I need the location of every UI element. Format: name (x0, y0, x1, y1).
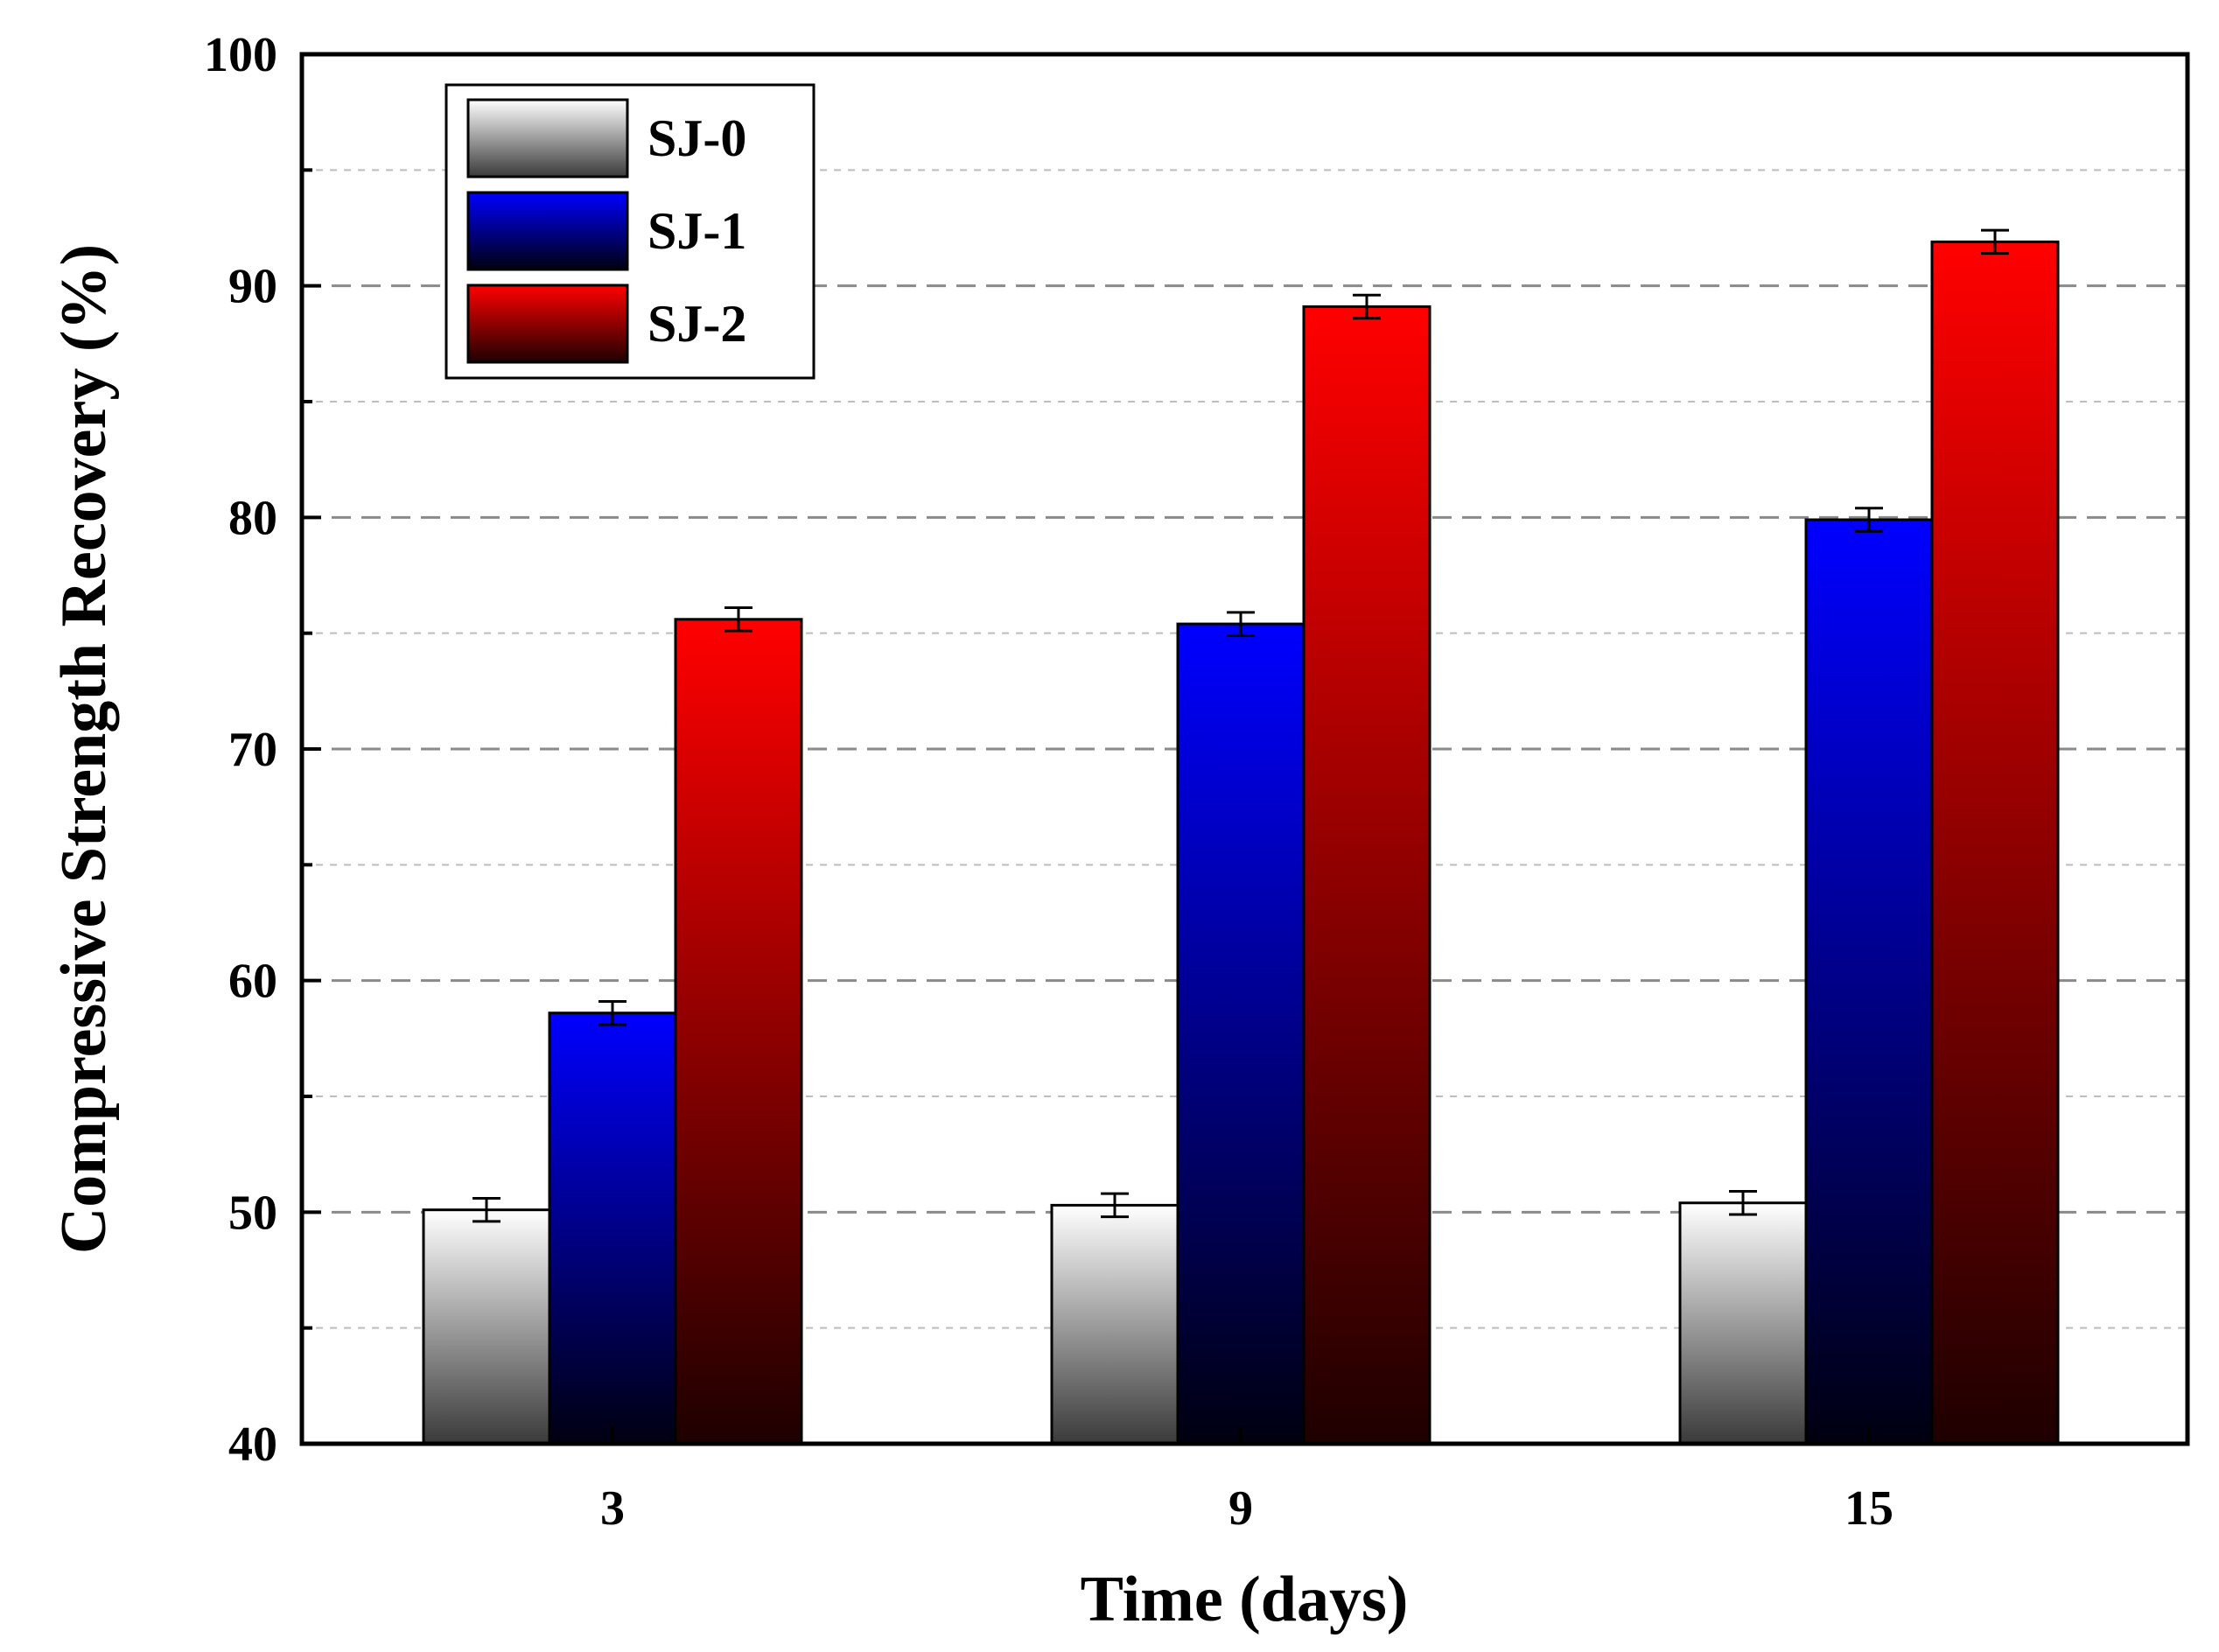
error-bar (1227, 611, 1255, 637)
y-tick-label: 80 (228, 491, 277, 545)
legend: SJ-0 SJ-1 SJ-2 (444, 83, 816, 380)
axes-ticks: 40 50 60 70 80 90 100 3 9 15 (204, 28, 1894, 1536)
bar-sj-0-3 (422, 1208, 551, 1446)
error-bar (724, 606, 752, 633)
bar-sj-2-9 (1302, 304, 1432, 1446)
bar-sj-2-3 (674, 618, 803, 1446)
legend-label: SJ-0 (648, 109, 746, 167)
y-tick-label: 70 (228, 723, 277, 777)
bar-sj-1-15 (1804, 518, 1934, 1446)
x-tick-label: 15 (1844, 1481, 1894, 1536)
bars (422, 240, 2060, 1446)
x-axis-title: Time (days) (1081, 1564, 1409, 1635)
y-tick-label: 100 (204, 28, 277, 82)
error-bar (1101, 1192, 1129, 1219)
y-tick-label: 40 (228, 1418, 277, 1472)
legend-label: SJ-1 (648, 202, 746, 260)
x-tick-label: 3 (600, 1481, 625, 1536)
legend-swatch-sj-1 (466, 191, 629, 271)
y-tick-label: 60 (228, 955, 277, 1009)
legend-swatch-sj-2 (466, 284, 629, 364)
error-bar (598, 999, 626, 1026)
bar-sj-0-9 (1050, 1203, 1180, 1446)
bar-sj-1-3 (548, 1012, 677, 1446)
legend-label: SJ-2 (648, 295, 746, 353)
legend-swatch-sj-0 (466, 98, 629, 178)
error-bars (472, 228, 2009, 1223)
y-tick-label: 90 (228, 260, 277, 314)
y-tick-label: 50 (228, 1186, 277, 1240)
error-bar (472, 1196, 500, 1223)
bar-sj-1-9 (1176, 622, 1306, 1446)
bar-sj-0-15 (1678, 1201, 1808, 1446)
error-bar (1855, 507, 1883, 533)
error-bar (1981, 228, 2009, 256)
error-bar (1729, 1190, 1757, 1216)
error-bar (1353, 293, 1381, 320)
x-tick-label: 9 (1228, 1481, 1253, 1536)
bar-sj-2-15 (1930, 240, 2060, 1446)
y-axis-title: Compressive Strength Recovery (%) (48, 244, 120, 1254)
